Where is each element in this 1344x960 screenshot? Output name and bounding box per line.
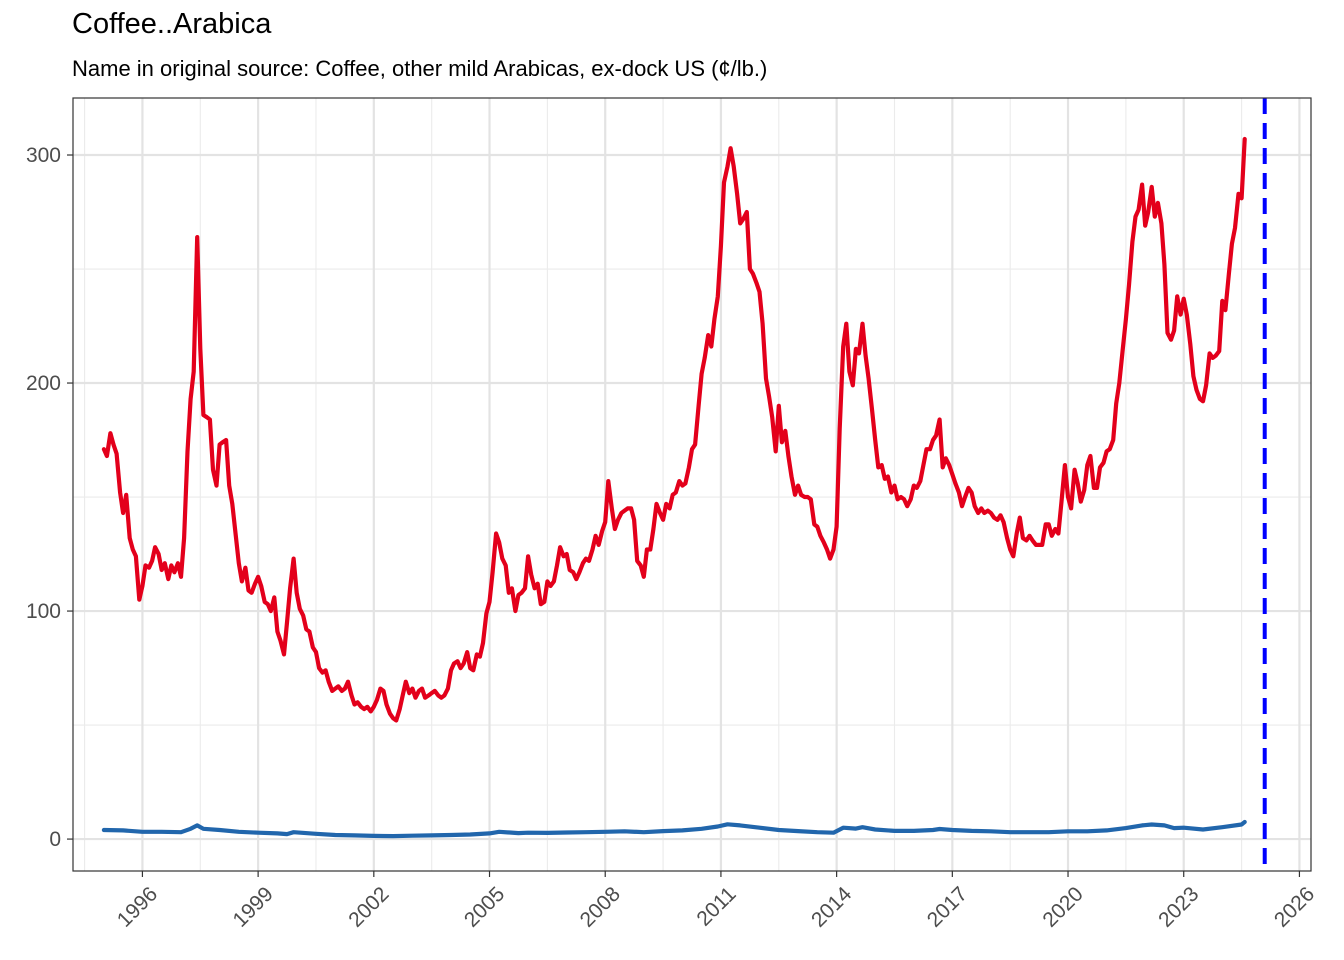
y-tick-label: 300 — [26, 144, 61, 167]
chart-subtitle: Name in original source: Coffee, other m… — [72, 56, 768, 81]
minor-gridlines — [73, 98, 1311, 871]
x-tick-label: 2023 — [1154, 882, 1203, 931]
plot-panel-background — [73, 98, 1311, 871]
x-tick-label: 2017 — [923, 882, 972, 931]
series-line-1 — [101, 136, 1247, 723]
x-tick-label: 2014 — [807, 882, 857, 932]
x-tick-label: 1999 — [229, 882, 278, 931]
x-tick-label: 2002 — [344, 882, 393, 931]
x-tick-label: 2008 — [576, 882, 625, 931]
series-line-2 — [101, 819, 1247, 839]
x-tick-label: 2005 — [460, 882, 509, 931]
series-layer — [101, 136, 1247, 839]
y-tick-label: 200 — [26, 372, 61, 395]
x-tick-label: 2020 — [1038, 882, 1087, 931]
y-tick-label: 100 — [26, 600, 61, 623]
x-tick-label: 2026 — [1270, 882, 1319, 931]
x-tick-label: 2011 — [692, 882, 740, 930]
chart-title: Coffee..Arabica — [72, 8, 272, 40]
x-tick-label: 1996 — [113, 882, 162, 931]
y-tick-label: 0 — [49, 828, 61, 851]
plot-panel-border — [72, 97, 1312, 872]
